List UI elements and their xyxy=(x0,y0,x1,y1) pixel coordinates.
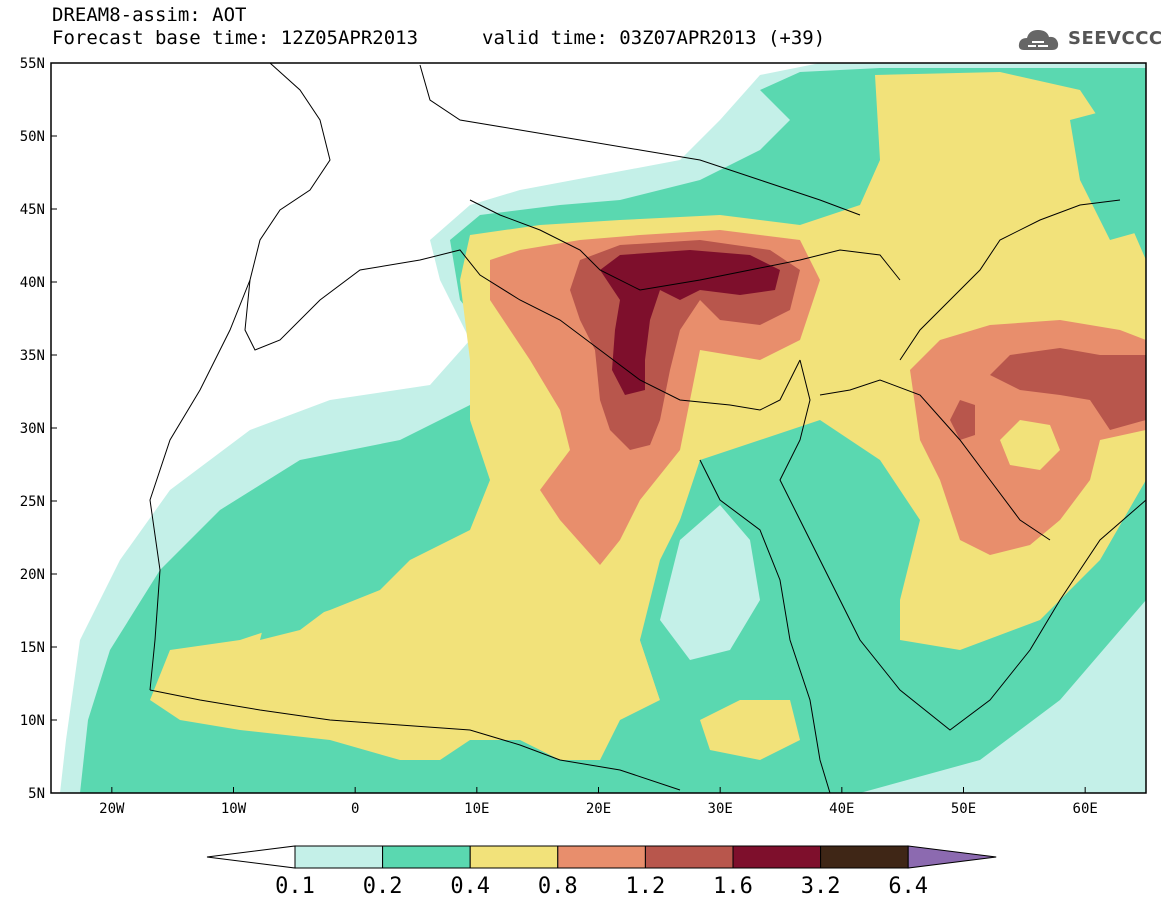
seevccc-logo: SEEVCCC xyxy=(1068,28,1163,49)
colorbar-swatch xyxy=(644,845,734,869)
colorbar-label: 0.8 xyxy=(538,874,578,899)
colorbar-swatch xyxy=(382,845,471,869)
lon-label: 10E xyxy=(464,801,489,817)
coastlines xyxy=(149,63,1146,793)
lon-label: 40E xyxy=(829,801,854,817)
lon-label: 30E xyxy=(708,801,733,817)
lat-label: 30N xyxy=(20,421,45,437)
colorbar-label: 0.2 xyxy=(363,874,403,899)
forecast-base-time: Forecast base time: 12Z05APR2013 xyxy=(52,27,419,49)
colorbar-label: 3.2 xyxy=(801,874,841,899)
lon-label: 10W xyxy=(221,801,247,817)
colorbar-swatch xyxy=(469,845,559,869)
lon-label: 20W xyxy=(99,801,125,817)
colorbar-swatch xyxy=(732,845,822,869)
lat-label: 50N xyxy=(20,129,45,145)
aot-level-1.6 xyxy=(600,250,780,395)
lat-label: 10N xyxy=(20,713,45,729)
colorbar-label: 0.4 xyxy=(450,874,490,899)
lon-label: 50E xyxy=(951,801,976,817)
lon-label: 60E xyxy=(1073,801,1098,817)
cloud-icon xyxy=(1018,30,1059,50)
colorbar-label: 0.1 xyxy=(275,874,315,899)
valid-time: valid time: 03Z07APR2013 (+39) xyxy=(482,27,826,49)
colorbar-label: 1.6 xyxy=(713,874,753,899)
lon-label: 20E xyxy=(586,801,611,817)
lat-label: 15N xyxy=(20,640,45,656)
colorbar-label: 1.2 xyxy=(626,874,666,899)
lat-label: 35N xyxy=(20,348,45,364)
lat-label: 20N xyxy=(20,567,45,583)
colorbar: 0.1 0.2 0.4 0.8 1.2 1.6 3.2 6.4 xyxy=(206,845,997,899)
aot-field xyxy=(51,63,1146,793)
colorbar-arrow-low xyxy=(206,845,296,869)
colorbar-arrow-high xyxy=(907,845,997,869)
colorbar-swatch xyxy=(557,845,646,869)
axis-ticks: 55N 50N 45N 40N 35N 30N 25N 20N 15N 10N 5N 20W 10W 0 1… xyxy=(20,56,1098,817)
map-title: DREAM8-assim: AOT xyxy=(52,4,247,26)
lat-label: 25N xyxy=(20,494,45,510)
lat-label: 5N xyxy=(28,786,45,802)
colorbar-swatch xyxy=(820,845,909,869)
lat-label: 45N xyxy=(20,202,45,218)
lon-label: 0 xyxy=(351,801,359,817)
colorbar-label: 6.4 xyxy=(888,874,928,899)
lat-label: 55N xyxy=(20,56,45,72)
colorbar-swatch xyxy=(294,845,384,869)
lat-label: 40N xyxy=(20,275,45,291)
